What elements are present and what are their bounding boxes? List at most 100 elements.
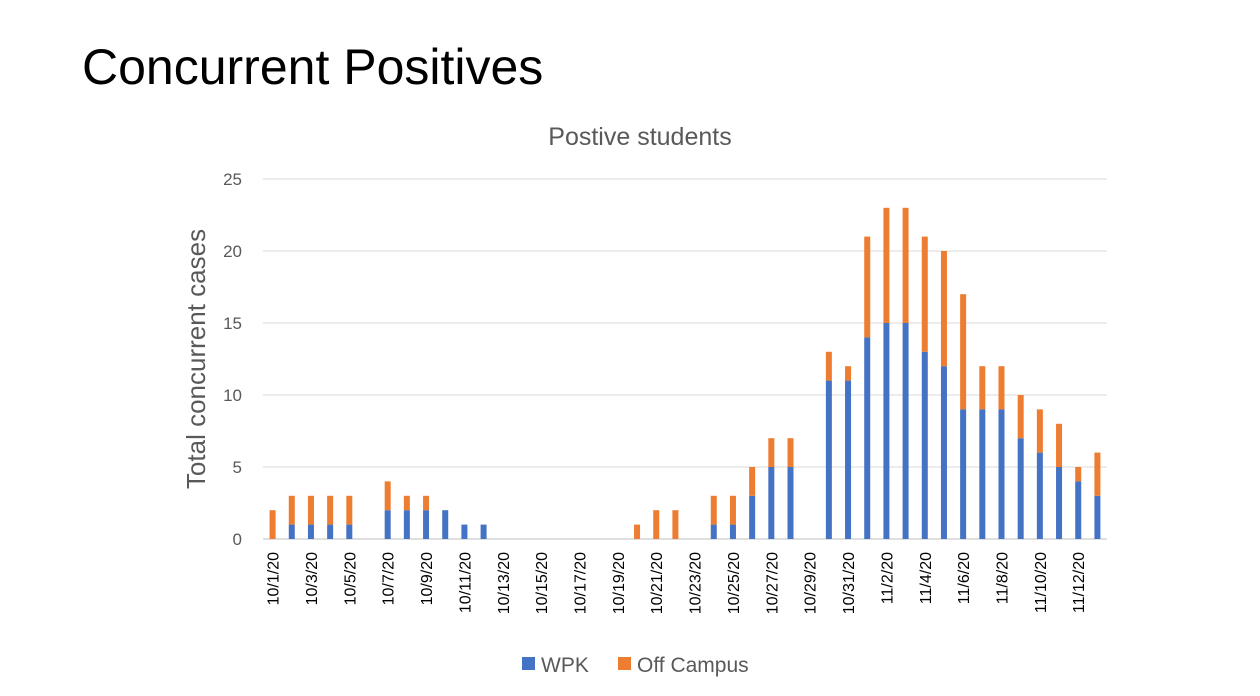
bar-off-campus <box>979 366 986 410</box>
legend-label-wpk: WPK <box>541 654 589 677</box>
x-tick-label: 10/27/20 <box>764 552 781 614</box>
bar-wpk <box>749 495 756 539</box>
bar-wpk <box>307 524 314 539</box>
bar-wpk <box>1056 467 1063 539</box>
bar-wpk <box>423 510 430 539</box>
bar-off-campus <box>864 236 871 338</box>
x-tick-label: 11/2/20 <box>879 552 896 604</box>
bar-wpk <box>883 323 890 539</box>
bar-off-campus <box>1056 423 1063 467</box>
bar-wpk <box>461 524 468 539</box>
bar-wpk <box>845 380 852 539</box>
x-tick-label: 10/17/20 <box>573 552 590 614</box>
x-tick-label: 11/8/20 <box>995 552 1012 604</box>
x-tick-label: 10/19/20 <box>611 552 628 614</box>
bar-wpk <box>403 510 410 539</box>
bar-off-campus <box>423 495 430 511</box>
bar-off-campus <box>346 495 353 525</box>
bar-wpk <box>825 380 832 539</box>
bar-off-campus <box>845 366 852 381</box>
bar-off-campus <box>883 207 890 323</box>
legend-label-off-campus: Off Campus <box>637 654 749 677</box>
x-tick-label: 10/9/20 <box>419 552 436 605</box>
x-tick-label: 10/25/20 <box>726 552 743 614</box>
bar-off-campus <box>653 510 660 539</box>
y-axis-ticks: 0 5 10 15 20 25 <box>223 170 242 549</box>
chart-title: Postive students <box>548 123 731 151</box>
bar-wpk <box>960 409 967 539</box>
x-tick-label: 11/10/20 <box>1033 552 1050 613</box>
bar-off-campus <box>749 467 756 496</box>
gridlines <box>263 178 1107 540</box>
bar-wpk <box>480 524 487 539</box>
slide-title: Concurrent Positives <box>82 39 544 95</box>
bar-off-campus <box>634 524 641 539</box>
y-tick-label: 5 <box>233 458 242 477</box>
x-tick-label: 10/3/20 <box>304 552 321 605</box>
bar-off-campus <box>998 366 1005 410</box>
x-tick-label: 11/6/20 <box>956 552 973 604</box>
bar-off-campus <box>787 438 794 467</box>
bar-wpk <box>768 467 775 539</box>
bar-off-campus <box>960 294 967 410</box>
x-tick-label: 10/15/20 <box>534 552 551 614</box>
bar-wpk <box>288 524 295 539</box>
y-tick-label: 20 <box>223 242 242 261</box>
x-tick-label: 11/4/20 <box>918 552 935 604</box>
bar-off-campus <box>710 495 717 525</box>
bar-off-campus <box>1036 409 1043 453</box>
y-tick-label: 25 <box>223 170 242 189</box>
bar-off-campus <box>288 495 295 525</box>
bar-off-campus <box>825 351 832 381</box>
y-tick-label: 10 <box>223 386 242 405</box>
bar-wpk <box>979 409 986 539</box>
bar-off-campus <box>384 481 391 511</box>
x-tick-label: 10/13/20 <box>496 552 513 614</box>
bars <box>269 207 1101 539</box>
bar-wpk <box>1094 495 1101 539</box>
bar-wpk <box>864 337 871 539</box>
x-tick-label: 10/23/20 <box>688 552 705 614</box>
x-tick-label: 10/29/20 <box>803 552 820 614</box>
x-tick-label: 10/21/20 <box>649 552 666 614</box>
bar-wpk <box>710 524 717 539</box>
bar-off-campus <box>1075 467 1082 482</box>
bar-off-campus <box>1094 452 1101 496</box>
y-tick-label: 0 <box>233 530 242 549</box>
bar-wpk <box>1017 438 1024 539</box>
bar-off-campus <box>672 510 679 539</box>
bar-off-campus <box>327 495 334 525</box>
bar-off-campus <box>902 207 909 323</box>
bar-off-campus <box>768 438 775 467</box>
bar-off-campus <box>403 495 410 511</box>
bar-wpk <box>787 467 794 539</box>
x-tick-label: 10/31/20 <box>841 552 858 614</box>
bar-off-campus <box>1017 395 1024 439</box>
legend: WPK Off Campus <box>522 654 749 677</box>
bar-off-campus <box>940 251 947 367</box>
legend-swatch-off-campus <box>618 657 631 670</box>
bar-off-campus <box>269 510 276 539</box>
bar-wpk <box>902 323 909 539</box>
bar-wpk <box>1075 481 1082 539</box>
bar-off-campus <box>921 236 928 352</box>
x-tick-label: 10/11/20 <box>457 552 474 613</box>
bar-wpk <box>998 409 1005 539</box>
y-axis-label: Total concurrent cases <box>181 229 211 489</box>
bar-wpk <box>729 524 736 539</box>
y-tick-label: 15 <box>223 314 242 333</box>
bar-wpk <box>940 366 947 539</box>
x-axis-ticks: 10/1/20 10/3/20 10/5/20 10/7/20 10/9/20 10/11… <box>266 552 1089 614</box>
bar-wpk <box>1036 452 1043 539</box>
bar-wpk <box>442 510 449 539</box>
bar-off-campus <box>729 495 736 525</box>
x-tick-label: 11/12/20 <box>1071 552 1088 613</box>
x-tick-label: 10/5/20 <box>342 552 359 605</box>
legend-swatch-wpk <box>522 657 535 670</box>
bar-off-campus <box>307 495 314 525</box>
x-tick-label: 10/7/20 <box>381 552 398 605</box>
bar-wpk <box>921 351 928 539</box>
bar-wpk <box>384 510 391 539</box>
bar-wpk <box>346 524 353 539</box>
